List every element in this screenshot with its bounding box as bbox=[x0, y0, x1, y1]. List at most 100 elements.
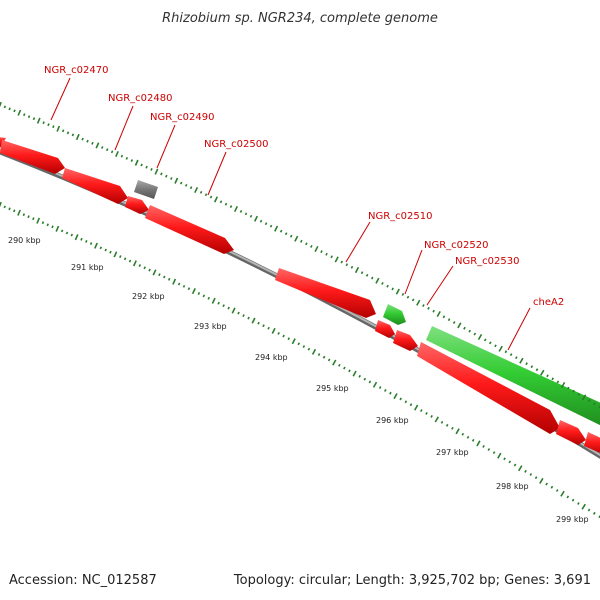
major-tick bbox=[455, 428, 460, 435]
minor-tick bbox=[41, 221, 45, 225]
position-label: 296 kbp bbox=[376, 416, 409, 425]
major-tick bbox=[56, 125, 61, 132]
label-leaders bbox=[50, 77, 531, 351]
minor-tick bbox=[550, 485, 554, 489]
minor-tick bbox=[145, 165, 148, 169]
minor-tick bbox=[327, 358, 331, 362]
minor-tick bbox=[399, 397, 402, 401]
minor-tick bbox=[513, 463, 517, 467]
minor-tick bbox=[237, 311, 240, 315]
major-tick bbox=[581, 394, 587, 401]
minor-tick bbox=[389, 391, 392, 395]
gene-arrow-cheA2[interactable] bbox=[426, 326, 600, 430]
minor-tick bbox=[110, 150, 114, 154]
minor-tick bbox=[277, 332, 280, 335]
minor-tick bbox=[401, 293, 405, 296]
minor-tick bbox=[150, 167, 153, 171]
gene-arrow-NGR_c02520[interactable] bbox=[383, 304, 406, 325]
major-tick bbox=[233, 205, 239, 213]
leader-NGR_c02490 bbox=[156, 124, 176, 169]
minor-tick bbox=[3, 205, 6, 209]
label-NGR_c02530[interactable]: NGR_c02530 bbox=[455, 256, 520, 267]
label-NGR_c02520[interactable]: NGR_c02520 bbox=[424, 240, 489, 251]
minor-tick bbox=[167, 277, 171, 281]
minor-tick bbox=[307, 347, 311, 351]
lower-tick-row bbox=[0, 201, 600, 519]
gene-arrow-NGR_c02530[interactable] bbox=[417, 342, 560, 434]
gene-arrow-NGR_c02470b[interactable] bbox=[62, 168, 128, 204]
minor-tick bbox=[3, 105, 7, 109]
label-NGR_c02490[interactable]: NGR_c02490 bbox=[150, 112, 215, 123]
major-tick bbox=[231, 307, 236, 314]
accession-text: Accession: NC_012587 bbox=[9, 573, 157, 588]
minor-tick bbox=[508, 460, 512, 464]
gene-arrow-end-1[interactable] bbox=[556, 420, 586, 445]
minor-tick bbox=[381, 282, 384, 285]
gene-arrow-small-1[interactable] bbox=[375, 320, 395, 338]
major-tick bbox=[332, 359, 337, 366]
major-tick bbox=[539, 477, 544, 484]
major-tick bbox=[132, 260, 137, 267]
minor-tick bbox=[27, 215, 30, 219]
minor-tick bbox=[305, 242, 308, 246]
minor-tick bbox=[451, 426, 454, 430]
gene-arrow-NGR_c02470[interactable] bbox=[0, 140, 65, 174]
minor-tick bbox=[60, 229, 64, 233]
label-NGR_c02470[interactable]: NGR_c02470 bbox=[44, 65, 109, 76]
minor-tick bbox=[170, 177, 173, 180]
position-label: 294 kbp bbox=[255, 353, 288, 362]
minor-tick bbox=[269, 224, 273, 228]
minor-tick bbox=[466, 435, 470, 439]
major-tick bbox=[413, 404, 419, 411]
major-tick bbox=[375, 277, 380, 284]
minor-tick bbox=[81, 137, 84, 141]
minor-tick bbox=[289, 234, 293, 238]
minor-tick bbox=[404, 400, 408, 404]
leader-NGR_c02480 bbox=[114, 105, 134, 151]
major-tick bbox=[393, 393, 398, 400]
minor-tick bbox=[447, 318, 451, 322]
gene-arrow-end-2[interactable] bbox=[584, 432, 600, 455]
gene-arrow-NGR_c02490[interactable] bbox=[125, 196, 149, 214]
minor-tick bbox=[492, 451, 496, 455]
major-tick bbox=[395, 288, 400, 295]
minor-tick bbox=[143, 266, 146, 270]
major-tick bbox=[213, 196, 219, 203]
gene-arrow-small-2[interactable] bbox=[393, 330, 418, 351]
minor-tick bbox=[282, 334, 285, 338]
label-NGR_c02480[interactable]: NGR_c02480 bbox=[108, 93, 173, 104]
major-tick bbox=[560, 382, 566, 388]
minor-tick bbox=[22, 213, 26, 217]
minor-tick bbox=[411, 298, 415, 302]
major-tick bbox=[477, 334, 483, 340]
major-tick bbox=[311, 348, 317, 355]
major-tick bbox=[352, 370, 357, 377]
major-tick bbox=[94, 242, 98, 249]
minor-tick bbox=[440, 420, 444, 424]
minor-tick bbox=[330, 255, 333, 259]
minor-tick bbox=[535, 368, 539, 372]
label-cheA2[interactable]: cheA2 bbox=[533, 297, 564, 308]
major-tick bbox=[17, 209, 21, 216]
label-NGR_c02500[interactable]: NGR_c02500 bbox=[204, 139, 269, 150]
gene-arrow-NGR_c02500[interactable] bbox=[145, 205, 234, 254]
position-label: 295 kbp bbox=[316, 384, 349, 393]
minor-tick bbox=[509, 353, 513, 357]
major-tick bbox=[172, 278, 177, 285]
gene-arrow-NGR_c02510[interactable] bbox=[275, 268, 376, 318]
label-NGR_c02510[interactable]: NGR_c02510 bbox=[368, 211, 433, 222]
minor-tick bbox=[409, 403, 413, 407]
minor-tick bbox=[61, 129, 65, 133]
gene-arrow-NGR_c02480[interactable] bbox=[134, 180, 158, 199]
minor-tick bbox=[23, 113, 26, 117]
minor-tick bbox=[32, 217, 35, 221]
major-tick bbox=[55, 225, 60, 232]
minor-tick bbox=[427, 306, 430, 310]
major-tick bbox=[294, 235, 299, 242]
position-label: 292 kbp bbox=[132, 292, 165, 301]
minor-tick bbox=[534, 476, 538, 480]
minor-tick bbox=[13, 209, 16, 213]
major-tick bbox=[560, 490, 565, 497]
major-tick bbox=[581, 503, 586, 510]
